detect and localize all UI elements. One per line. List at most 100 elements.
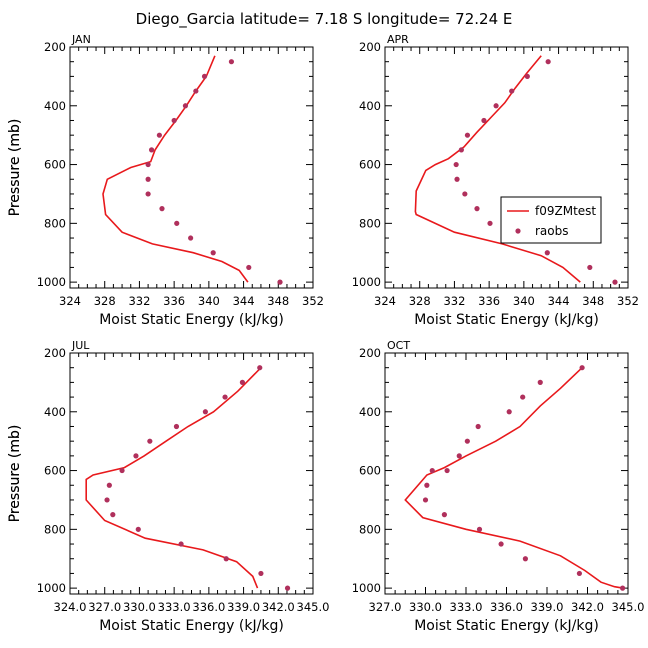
x-tick-label: 324 <box>374 294 396 308</box>
data-point-raobs <box>201 73 208 79</box>
x-tick-label: 324.0 <box>54 600 87 614</box>
data-point-raobs <box>147 438 153 444</box>
x-tick-label: 336 <box>478 294 500 308</box>
data-point-raobs <box>429 467 435 474</box>
y-tick-label: 200 <box>359 40 381 54</box>
x-tick-label: 336.0 <box>490 600 523 614</box>
y-tick-label: 800 <box>44 522 66 536</box>
legend-box <box>500 196 602 244</box>
x-tick-label: 332 <box>128 294 150 308</box>
y-tick-label: 800 <box>44 216 66 230</box>
data-point-raobs <box>576 570 583 577</box>
x-tick-label: 324 <box>59 294 81 308</box>
x-tick-label: 339.0 <box>227 600 260 614</box>
y-tick-label: 1000 <box>352 275 381 289</box>
x-axis-label: Moist Static Energy (kJ/kg) <box>414 618 599 634</box>
data-point-raobs <box>119 467 125 474</box>
data-point-raobs <box>424 482 430 488</box>
data-point-raobs <box>474 206 480 212</box>
data-point-raobs <box>106 482 112 488</box>
x-tick-label: 333.0 <box>450 600 483 614</box>
x-tick-label: 348 <box>582 294 604 308</box>
series-line-f09zmtest <box>404 367 623 589</box>
page-title: Diego_Garcia latitude= 7.18 S longitude=… <box>136 10 513 29</box>
legend: f09ZMtest raobs <box>500 196 602 244</box>
data-point-raobs <box>545 59 551 65</box>
data-point-raobs <box>506 409 512 415</box>
data-point-raobs <box>422 497 429 503</box>
x-tick-label: 330.0 <box>123 600 156 614</box>
data-point-raobs <box>458 147 464 153</box>
data-point-raobs <box>193 88 199 94</box>
data-point-raobs <box>148 147 155 153</box>
panel-title: JAN <box>71 33 91 46</box>
y-tick-label: 400 <box>359 99 381 113</box>
data-point-raobs <box>174 220 180 226</box>
data-point-raobs <box>110 512 116 518</box>
data-point-raobs <box>178 541 184 547</box>
plot-frame <box>384 352 629 595</box>
data-point-raobs <box>520 394 526 400</box>
y-tick-label: 200 <box>44 346 66 360</box>
x-tick-label: 328 <box>409 294 431 308</box>
y-tick-label: 800 <box>359 216 381 230</box>
data-point-raobs <box>258 570 264 577</box>
data-point-raobs <box>544 250 550 256</box>
data-point-raobs <box>257 365 263 371</box>
data-point-raobs <box>228 59 235 65</box>
data-point-raobs <box>498 541 504 547</box>
y-tick-label: 600 <box>44 464 66 478</box>
y-axis-label: Pressure (mb) <box>7 119 23 217</box>
data-point-raobs <box>475 423 481 430</box>
x-tick-label: 345.0 <box>612 600 645 614</box>
x-tick-label: 352 <box>617 294 639 308</box>
x-tick-label: 333.0 <box>158 600 191 614</box>
series-line-f09zmtest <box>414 55 581 283</box>
data-point-raobs <box>522 556 529 562</box>
data-point-raobs <box>464 438 470 444</box>
data-point-raobs <box>246 264 252 271</box>
data-point-raobs <box>524 73 530 79</box>
data-point-raobs <box>537 379 543 385</box>
x-tick-label: 340 <box>198 294 220 308</box>
data-point-raobs <box>173 423 180 430</box>
x-tick-label: 342.0 <box>571 600 604 614</box>
x-tick-label: 327.0 <box>369 600 402 614</box>
data-point-raobs <box>454 176 460 182</box>
y-tick-label: 600 <box>359 158 381 172</box>
x-axis-label: Moist Static Energy (kJ/kg) <box>99 312 284 328</box>
data-point-raobs <box>222 394 228 400</box>
data-point-raobs <box>487 220 493 226</box>
panel-jan: JAN 324 328 332 336 340 344 348 352 200 400 600 800 1… <box>7 33 324 328</box>
series-line-f09zmtest <box>102 55 249 283</box>
data-point-raobs <box>587 264 593 271</box>
data-point-raobs <box>493 103 499 109</box>
x-tick-label: 330.0 <box>409 600 442 614</box>
y-tick-label: 400 <box>359 405 381 419</box>
x-tick-label: 339.0 <box>531 600 564 614</box>
data-point-raobs <box>133 453 139 459</box>
series-line-f09zmtest <box>85 367 262 589</box>
data-point-raobs <box>145 176 151 182</box>
data-point-raobs <box>464 132 471 138</box>
x-tick-label: 327.0 <box>88 600 121 614</box>
x-tick-label: 336.0 <box>192 600 225 614</box>
x-tick-label: 342.0 <box>262 600 295 614</box>
y-tick-label: 600 <box>359 464 381 478</box>
data-point-raobs <box>239 379 246 385</box>
panel-title: OCT <box>387 339 410 352</box>
data-point-raobs <box>453 161 459 168</box>
y-tick-label: 800 <box>359 522 381 536</box>
legend-label-obs: raobs <box>535 224 569 238</box>
data-point-raobs <box>481 117 487 124</box>
x-tick-label: 332 <box>443 294 465 308</box>
y-tick-label: 200 <box>359 346 381 360</box>
data-point-raobs <box>620 585 626 591</box>
y-axis-label: Pressure (mb) <box>7 425 23 523</box>
x-axis-label: Moist Static Energy (kJ/kg) <box>99 618 284 634</box>
y-axis-label: Pressure (mb) <box>7 119 23 217</box>
data-point-raobs <box>284 585 291 591</box>
data-point-raobs <box>104 497 110 503</box>
